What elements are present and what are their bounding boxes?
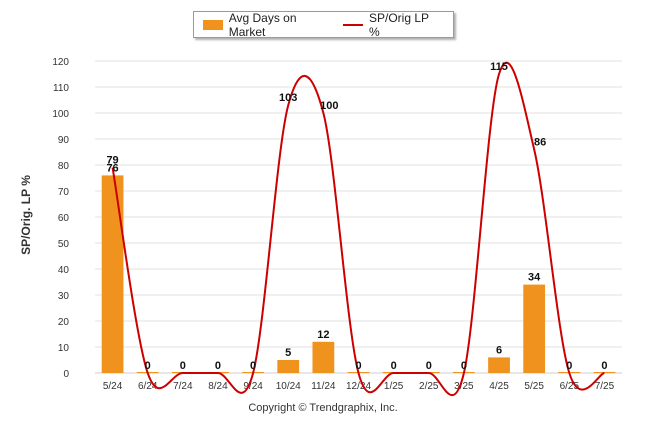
bar (488, 357, 510, 373)
y-tick-label: 10 (58, 343, 70, 354)
bar (101, 175, 124, 373)
y-tick-label: 0 (63, 369, 69, 380)
x-tick-label: 9/24 (243, 381, 263, 392)
line-data-label: 103 (279, 92, 297, 104)
y-tick-label: 70 (58, 187, 70, 198)
legend-item-line: SP/Orig LP % (343, 11, 435, 39)
bar-data-label: 76 (106, 162, 118, 174)
x-tick-label: 6/25 (560, 381, 580, 392)
y-tick-label: 50 (58, 239, 70, 250)
bar-data-label: 5 (285, 347, 291, 359)
bar (277, 360, 300, 373)
bar-data-label: 0 (145, 360, 151, 372)
y-tick-label: 100 (52, 109, 69, 120)
y-tick-label: 40 (58, 265, 70, 276)
y-tick-label: 120 (52, 57, 69, 68)
bar-data-label: 0 (391, 360, 397, 372)
legend-item-bar: Avg Days on Market (203, 11, 325, 39)
y-tick-label: 20 (58, 317, 70, 328)
x-tick-label: 12/24 (346, 381, 371, 392)
bar (523, 284, 546, 373)
x-tick-label: 8/24 (208, 381, 228, 392)
y-tick-label: 110 (53, 83, 69, 94)
x-tick-label: 4/25 (489, 381, 509, 392)
legend-swatch-bar (203, 19, 223, 30)
legend-swatch-line (343, 23, 363, 26)
x-tick-label: 5/24 (103, 381, 123, 392)
bar-data-label: 0 (566, 360, 572, 372)
y-tick-label: 80 (58, 161, 70, 172)
bar-data-label: 6 (496, 344, 502, 356)
bar-data-label: 12 (317, 329, 329, 341)
line-data-label: 79 (106, 155, 118, 167)
bar-data-label: 0 (355, 360, 361, 372)
bar-data-label: 0 (461, 360, 467, 372)
y-tick-label: 30 (58, 291, 70, 302)
x-tick-label: 2/25 (419, 381, 439, 392)
x-tick-label: 10/24 (276, 381, 301, 392)
line-data-label: 115 (490, 61, 508, 73)
legend: Avg Days on Market SP/Orig LP % (193, 11, 454, 39)
copyright-text: Copyright © Trendgraphix, Inc. (248, 402, 398, 414)
x-tick-label: 11/24 (311, 381, 336, 392)
bar-data-label: 0 (250, 360, 256, 372)
x-tick-label: 6/24 (138, 381, 158, 392)
x-tick-label: 5/25 (524, 381, 544, 392)
line-data-label: 86 (534, 136, 546, 148)
bar-data-label: 0 (180, 360, 186, 372)
x-tick-label: 7/24 (173, 381, 193, 392)
series-line (111, 61, 605, 397)
x-tick-label: 7/25 (595, 381, 615, 392)
bar-data-label: 34 (528, 272, 541, 284)
bar (312, 341, 335, 373)
y-tick-label: 60 (58, 213, 70, 224)
bar-data-label: 0 (601, 360, 607, 372)
x-tick-label: 1/25 (384, 381, 404, 392)
bar-data-label: 0 (215, 360, 221, 372)
legend-label-line: SP/Orig LP % (368, 10, 429, 39)
legend-label-bar: Avg Days on Market (228, 10, 297, 39)
x-tick-label: 3/25 (454, 381, 474, 392)
bar-data-label: 0 (426, 360, 432, 372)
line-data-label: 100 (320, 100, 338, 112)
y-tick-label: 90 (58, 135, 70, 146)
